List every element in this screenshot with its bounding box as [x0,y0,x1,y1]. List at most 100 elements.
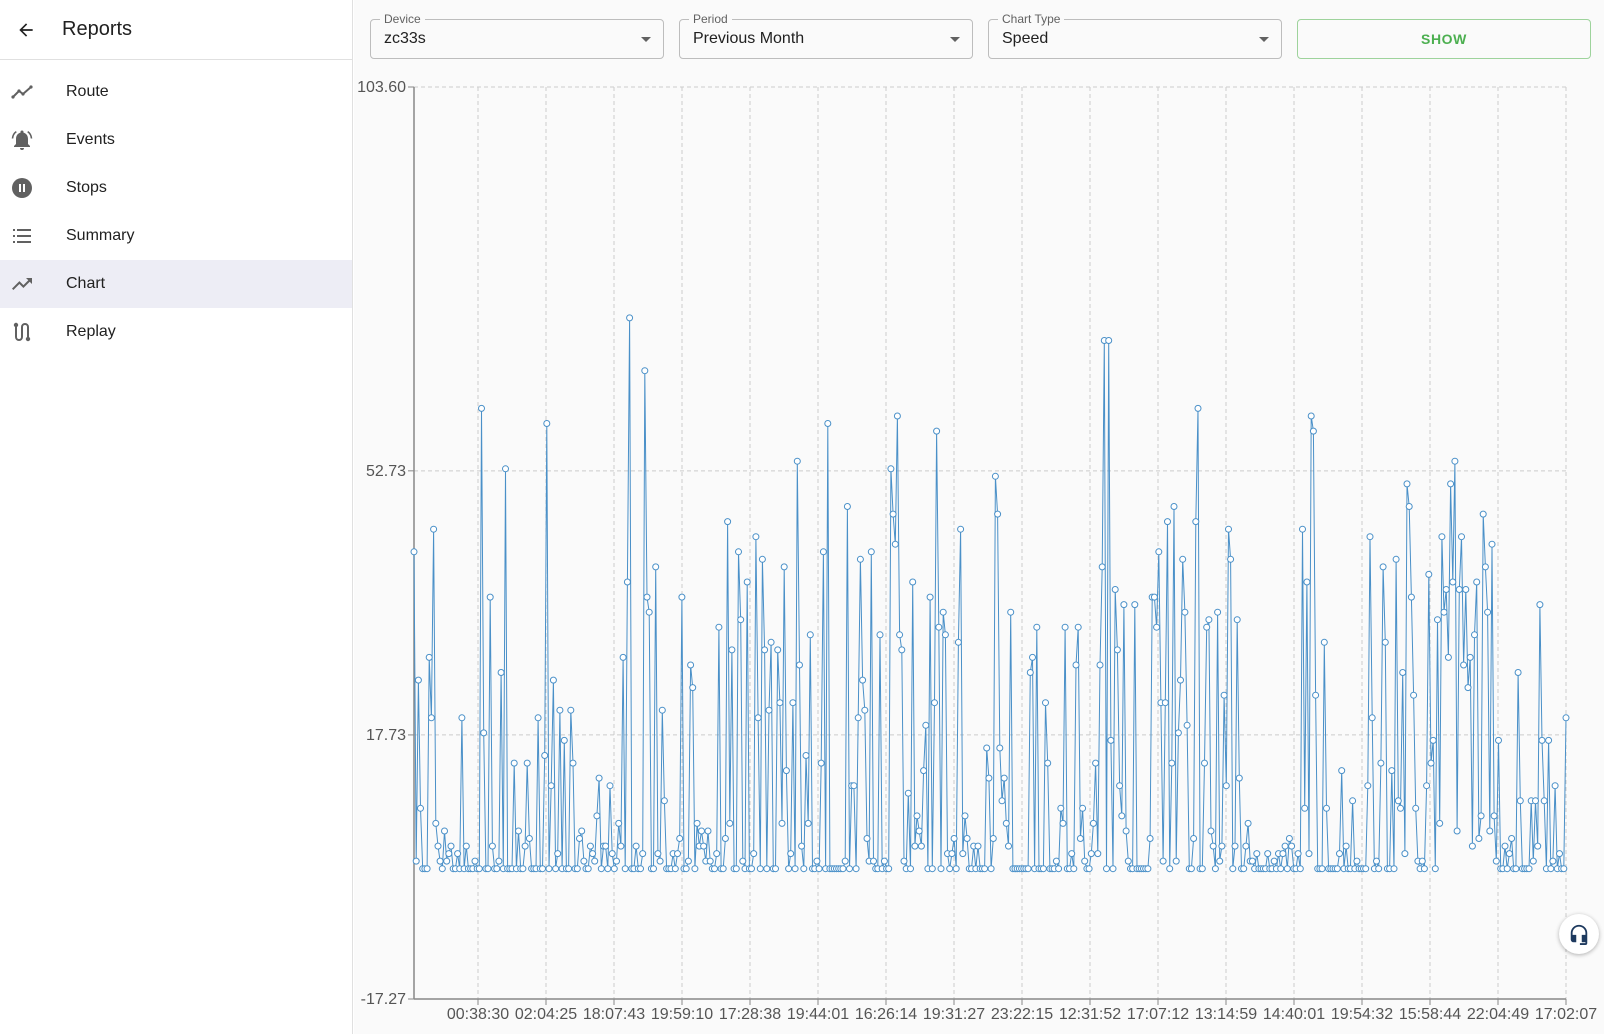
speed-data-point[interactable] [957,525,965,533]
sidebar-item-summary[interactable]: Summary [0,212,352,260]
speed-data-point[interactable] [937,865,945,873]
speed-data-point[interactable] [608,850,616,858]
speed-data-point[interactable] [1235,774,1243,782]
speed-data-point[interactable] [719,865,727,873]
speed-data-point[interactable] [691,865,699,873]
speed-data-point[interactable] [682,865,690,873]
speed-data-point[interactable] [1225,525,1232,533]
speed-data-point[interactable] [1194,404,1202,412]
speed-data-point[interactable] [660,797,668,805]
speed-data-point[interactable] [1270,857,1278,865]
speed-data-point[interactable] [1501,842,1509,850]
speed-data-point[interactable] [1076,835,1084,842]
speed-data-point[interactable] [515,827,522,835]
speed-data-point[interactable] [687,661,695,669]
speed-data-point[interactable] [985,774,993,782]
speed-data-point[interactable] [1453,827,1461,835]
speed-data-point[interactable] [933,427,941,435]
speed-data-point[interactable] [1179,555,1187,563]
speed-data-point[interactable] [1161,699,1169,707]
speed-data-point[interactable] [693,819,701,827]
speed-data-point[interactable] [1323,804,1330,812]
speed-data-point[interactable] [889,510,897,518]
speed-data-point[interactable] [1081,857,1089,865]
speed-data-point[interactable] [1209,842,1217,850]
speed-data-point[interactable] [1192,518,1200,526]
speed-data-point[interactable] [539,865,546,873]
speed-data-point[interactable] [798,842,806,850]
speed-data-point[interactable] [1442,586,1450,593]
speed-data-point[interactable] [1418,857,1426,865]
speed-data-point[interactable] [1464,684,1472,692]
speed-data-point[interactable] [1039,865,1047,873]
speed-data-point[interactable] [619,653,627,661]
speed-data-point[interactable] [1094,850,1102,858]
speed-data-point[interactable] [427,714,435,722]
speed-data-point[interactable] [922,721,930,729]
speed-data-point[interactable] [552,865,560,873]
speed-data-point[interactable] [1490,812,1498,820]
speed-data-point[interactable] [1059,819,1067,827]
speed-data-point[interactable] [774,646,782,654]
speed-data-point[interactable] [678,593,686,601]
speed-data-point[interactable] [887,465,895,473]
speed-data-point[interactable] [1183,721,1191,729]
speed-data-point[interactable] [1484,608,1492,616]
speed-data-point[interactable] [1240,865,1248,873]
speed-data-point[interactable] [1159,857,1167,865]
speed-data-point[interactable] [1492,857,1500,865]
speed-data-point[interactable] [689,684,697,692]
speed-data-point[interactable] [1551,782,1559,790]
speed-data-point[interactable] [1105,337,1113,344]
speed-data-point[interactable] [928,865,936,873]
speed-data-point[interactable] [1029,653,1036,661]
speed-data-point[interactable] [486,593,494,601]
speed-data-point[interactable] [1375,865,1383,873]
speed-data-point[interactable] [1277,865,1285,873]
speed-data-point[interactable] [1540,797,1548,805]
speed-data-point[interactable] [1248,857,1256,865]
speed-data-point[interactable] [493,865,501,873]
speed-data-point[interactable] [917,842,925,850]
speed-data-point[interactable] [1168,759,1176,767]
speed-data-point[interactable] [654,850,662,858]
speed-data-point[interactable] [813,857,821,865]
speed-data-point[interactable] [1174,729,1182,737]
speed-data-point[interactable] [1477,812,1485,820]
speed-data-point[interactable] [1055,865,1063,873]
speed-data-point[interactable] [567,706,575,714]
speed-data-point[interactable] [1436,819,1444,827]
speed-data-point[interactable] [996,744,1004,752]
speed-data-point[interactable] [1440,608,1448,616]
speed-data-point[interactable] [1205,616,1213,624]
speed-data-point[interactable] [1397,804,1404,812]
speed-data-point[interactable] [674,850,681,858]
speed-data-point[interactable] [1109,865,1117,873]
speed-data-point[interactable] [1153,623,1161,631]
speed-data-point[interactable] [556,706,564,714]
speed-data-point[interactable] [606,782,614,790]
speed-data-point[interactable] [584,865,592,873]
speed-data-point[interactable] [423,865,431,873]
speed-data-point[interactable] [543,420,551,427]
speed-data-point[interactable] [1333,865,1341,873]
speed-data-point[interactable] [1214,608,1222,616]
speed-data-point[interactable] [1318,865,1326,873]
speed-data-point[interactable] [1085,865,1093,873]
speed-data-point[interactable] [839,865,847,873]
speed-data-point[interactable] [941,631,949,639]
speed-data-point[interactable] [617,842,625,850]
speed-data-point[interactable] [1458,533,1465,541]
speed-data-point[interactable] [1399,669,1407,676]
speed-data-point[interactable] [1353,857,1361,865]
speed-data-point[interactable] [1505,850,1513,858]
speed-data-point[interactable] [994,510,1002,518]
speed-data-point[interactable] [713,850,721,858]
speed-data-point[interactable] [743,578,751,586]
speed-data-point[interactable] [867,548,875,556]
speed-data-point[interactable] [1362,865,1370,873]
speed-data-point[interactable] [573,865,581,873]
speed-data-point[interactable] [939,608,947,616]
sidebar-item-route[interactable]: Route [0,68,352,116]
speed-data-point[interactable] [1525,865,1533,873]
